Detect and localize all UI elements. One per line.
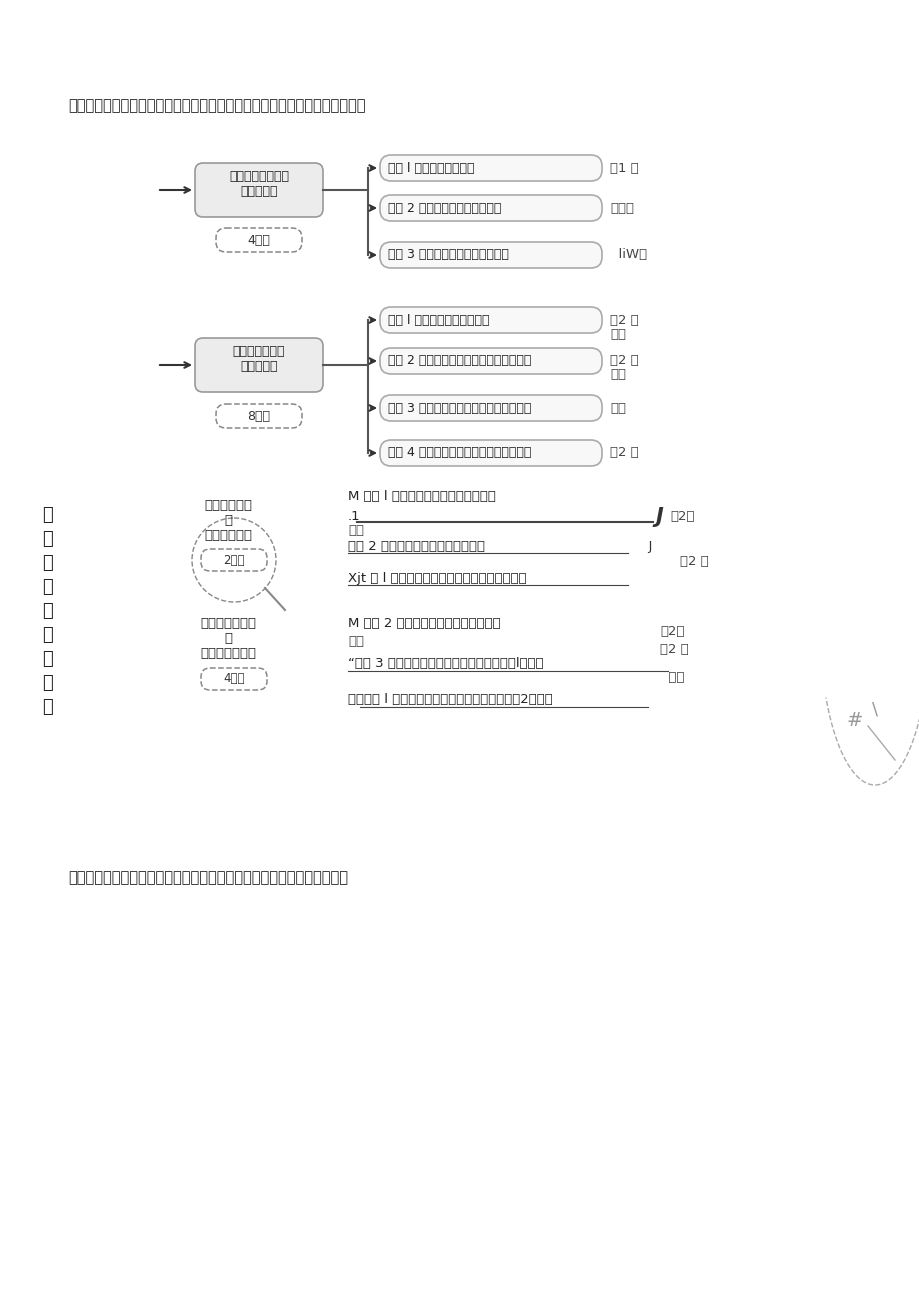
FancyBboxPatch shape bbox=[380, 307, 601, 333]
Text: 4课时: 4课时 bbox=[247, 233, 270, 246]
Text: 任务 3 液压泵站的柱塞泵回路安装与维护: 任务 3 液压泵站的柱塞泵回路安装与维护 bbox=[388, 402, 531, 415]
FancyBboxPatch shape bbox=[200, 667, 267, 690]
Text: （1 课: （1 课 bbox=[609, 161, 638, 174]
FancyBboxPatch shape bbox=[195, 163, 323, 217]
Text: 折弯机液压控制: 折弯机液压控制 bbox=[199, 617, 255, 630]
Text: 原理及使用: 原理及使用 bbox=[240, 185, 278, 198]
Text: （2 课: （2 课 bbox=[679, 556, 708, 569]
Text: #: # bbox=[845, 710, 862, 730]
FancyBboxPatch shape bbox=[195, 338, 323, 392]
FancyBboxPatch shape bbox=[380, 242, 601, 268]
Text: 4课时: 4课时 bbox=[223, 673, 244, 686]
Text: 工业液压泵站的: 工业液压泵站的 bbox=[233, 345, 285, 358]
Text: （2 课: （2 课 bbox=[609, 354, 638, 367]
FancyBboxPatch shape bbox=[216, 405, 301, 428]
Text: 2课时: 2课时 bbox=[223, 553, 244, 566]
Text: 气: 气 bbox=[42, 578, 53, 596]
Text: Xjt 务 l 换向回路和申索回路的仿真设计，币叫: Xjt 务 l 换向回路和申索回路的仿真设计，币叫 bbox=[347, 572, 526, 585]
Text: 路的安装与调试: 路的安装与调试 bbox=[199, 647, 255, 660]
Text: 液压马达正反: 液压马达正反 bbox=[204, 500, 252, 513]
Text: （2课: （2课 bbox=[659, 624, 684, 637]
Text: 液压千斤顶的工作: 液压千斤顶的工作 bbox=[229, 170, 289, 183]
Text: 控制及充量测: 控制及充量测 bbox=[204, 530, 252, 543]
FancyBboxPatch shape bbox=[216, 228, 301, 252]
Text: 压: 压 bbox=[42, 530, 53, 548]
Text: 依据专业人才培养方案和国家专业教学标准，对课程结构进行优化整合。: 依据专业人才培养方案和国家专业教学标准，对课程结构进行优化整合。 bbox=[68, 870, 347, 885]
Text: 时）: 时） bbox=[609, 368, 625, 381]
Text: 动: 动 bbox=[42, 602, 53, 621]
Text: 转: 转 bbox=[223, 514, 232, 527]
Text: M 任务 2 折弯机液压回路的安装与调试: M 任务 2 折弯机液压回路的安装与调试 bbox=[347, 617, 500, 630]
Text: J: J bbox=[640, 540, 652, 553]
Text: 任务 l 单级调压回路仿真分析: 任务 l 单级调压回路仿真分析 bbox=[388, 314, 489, 327]
Text: J: J bbox=[654, 507, 662, 527]
Text: （2 课: （2 课 bbox=[609, 314, 638, 327]
Text: 术: 术 bbox=[42, 699, 53, 716]
Text: “任务 3 折弯机液压回路故障分析与调试）（l课时）: “任务 3 折弯机液压回路故障分析与调试）（l课时） bbox=[347, 657, 543, 670]
Text: 任务 l 学习安全操作规范: 任务 l 学习安全操作规范 bbox=[388, 161, 474, 174]
Text: 技: 技 bbox=[42, 674, 53, 692]
Text: 时）: 时） bbox=[609, 328, 625, 341]
Text: 以《液压与气压系统的安装与调试》课程为例，内容分为液压与气动两部分，: 以《液压与气压系统的安装与调试》课程为例，内容分为液压与气动两部分， bbox=[68, 98, 365, 113]
FancyBboxPatch shape bbox=[380, 396, 601, 422]
FancyBboxPatch shape bbox=[380, 195, 601, 221]
Text: 场务 2 液压马达控制回路的流量测试: 场务 2 液压马达控制回路的流量测试 bbox=[347, 540, 484, 553]
Text: 8课时: 8课时 bbox=[247, 410, 270, 423]
Text: 搞建与调试: 搞建与调试 bbox=[240, 360, 278, 373]
FancyBboxPatch shape bbox=[200, 549, 267, 571]
FancyBboxPatch shape bbox=[380, 347, 601, 373]
Text: （2课: （2课 bbox=[669, 510, 694, 523]
Text: 任务 2 液压泵站的叶片泵回路安装与维护: 任务 2 液压泵站的叶片泵回路安装与维护 bbox=[388, 354, 531, 367]
Text: 时）: 时） bbox=[347, 524, 364, 537]
Text: 任务 3 液压传动系统的组成和特点: 任务 3 液压传动系统的组成和特点 bbox=[388, 248, 508, 262]
Text: 液: 液 bbox=[42, 506, 53, 524]
FancyBboxPatch shape bbox=[380, 155, 601, 181]
Text: 回: 回 bbox=[223, 632, 232, 645]
Text: 与: 与 bbox=[42, 554, 53, 572]
Text: （2 课: （2 课 bbox=[659, 643, 688, 656]
Text: 制: 制 bbox=[42, 650, 53, 667]
Text: 时）: 时） bbox=[659, 671, 684, 684]
Text: .1: .1 bbox=[347, 510, 360, 523]
Text: 时）（: 时）（ bbox=[609, 202, 633, 215]
Text: \: \ bbox=[871, 701, 877, 719]
Text: 控: 控 bbox=[42, 626, 53, 644]
FancyBboxPatch shape bbox=[380, 440, 601, 466]
Text: （2 课: （2 课 bbox=[609, 446, 638, 459]
Text: 时）: 时） bbox=[347, 635, 364, 648]
Text: 任务 4 工业液压泵站压力调试与故障分析: 任务 4 工业液压泵站压力调试与故障分析 bbox=[388, 446, 531, 459]
Text: 时）: 时） bbox=[609, 402, 625, 415]
Text: M 任务 l 液压马达换向阀的安装与调试: M 任务 l 液压马达换向阀的安装与调试 bbox=[347, 490, 495, 503]
Text: 任务 2 清点并检测实验台元器件: 任务 2 清点并检测实验台元器件 bbox=[388, 202, 501, 215]
Text: liW）: liW） bbox=[609, 248, 646, 262]
Text: 广（飞务 l 调速回路和同步回路的仿真分析）（2课时）: 广（飞务 l 调速回路和同步回路的仿真分析）（2课时） bbox=[347, 693, 552, 706]
